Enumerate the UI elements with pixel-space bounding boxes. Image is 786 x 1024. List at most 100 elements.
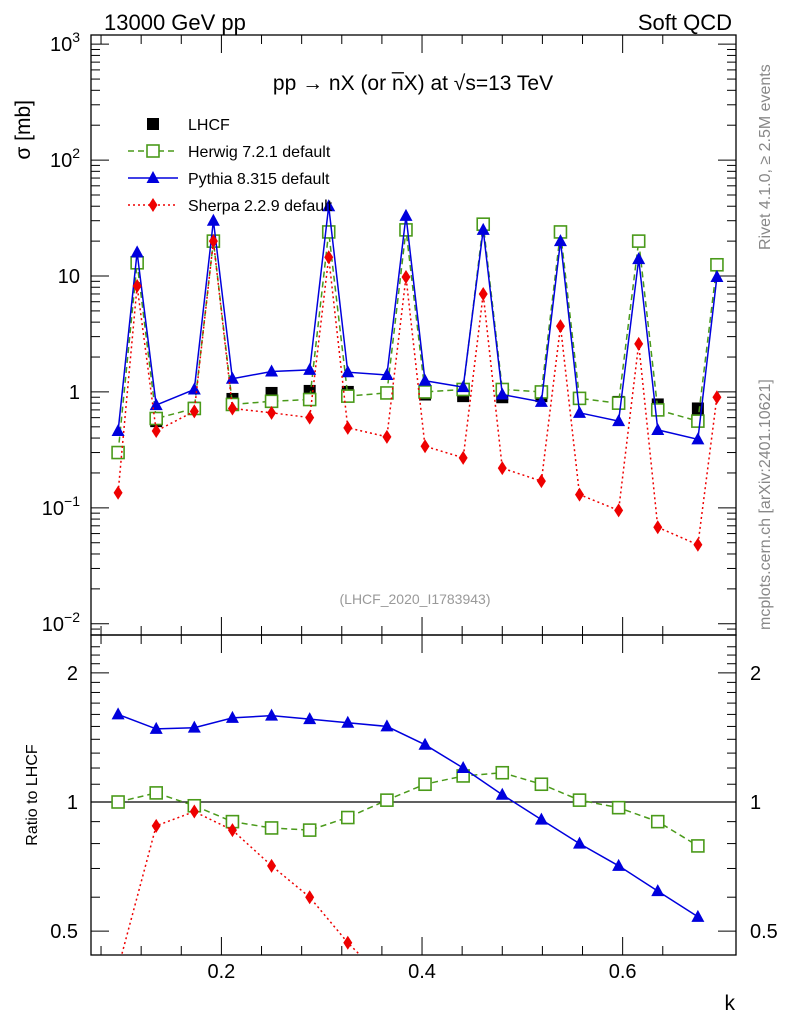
- main-sherpa-point: [712, 390, 722, 405]
- main-y-axis-label: σ [mb]: [12, 100, 35, 160]
- ratio-pythia-point: [187, 720, 201, 733]
- main-y-tick-label: 10−2: [42, 609, 80, 636]
- ratio-sherpa-point: [151, 818, 161, 833]
- legend-pythia-marker: [146, 171, 160, 183]
- main-pythia-point: [534, 394, 548, 407]
- x-tick-label: 0.4: [408, 961, 436, 983]
- main-herwig-point: [650, 403, 665, 417]
- ratio-herwig-point: [495, 765, 510, 780]
- main-pythia-line: [117, 206, 718, 441]
- main-pythia-point: [710, 270, 724, 283]
- ratio-pythia-line: [117, 713, 699, 918]
- main-pythia-point: [399, 208, 413, 221]
- main-y-tick-label: 10−1: [42, 493, 80, 520]
- main-sherpa-line: [117, 241, 718, 546]
- main-herwig-point: [149, 411, 164, 426]
- ratio-series-group: [111, 707, 705, 955]
- ratio-y-tick-label-left: 2: [67, 663, 78, 685]
- main-herwig-point: [418, 385, 432, 399]
- legend-herwig-marker: [146, 144, 160, 158]
- main-herwig-point: [380, 386, 394, 400]
- main-sherpa-point: [478, 286, 488, 301]
- main-pythia-point: [149, 398, 163, 411]
- main-y-tick-label: 10: [58, 266, 80, 288]
- ratio-sherpa-point: [343, 935, 353, 950]
- main-pythia-point: [265, 364, 279, 377]
- main-sherpa-point: [227, 401, 237, 416]
- ratio-y-tick-label-right: 2: [750, 663, 761, 685]
- main-pythia-point: [111, 424, 125, 437]
- ratio-plot-frame: [90, 634, 737, 956]
- main-pythia-point: [553, 234, 567, 247]
- main-pythia-point: [380, 367, 394, 380]
- main-sherpa-point: [382, 429, 392, 444]
- ratio-pythia-point: [495, 787, 509, 800]
- ratio-pythia-point: [265, 708, 279, 721]
- main-pythia-point: [691, 432, 705, 445]
- main-sherpa-point: [132, 279, 142, 294]
- ratio-pythia-point: [380, 719, 394, 732]
- main-herwig-point: [691, 414, 705, 428]
- x-tick-label: 0.6: [609, 961, 637, 983]
- ratio-y-axis-label: Ratio to LHCF: [24, 744, 41, 846]
- ratio-sherpa-point: [267, 858, 277, 873]
- legend-sherpa-label: Sherpa 2.2.9 default: [188, 198, 333, 215]
- main-y-tick-label: 102: [50, 145, 80, 172]
- main-pythia-point: [612, 414, 626, 427]
- main-sherpa-point: [458, 450, 468, 465]
- main-sherpa-point: [420, 439, 430, 454]
- ratio-herwig-point: [611, 800, 626, 815]
- main-herwig-point: [710, 257, 724, 272]
- ratio-herwig-point: [111, 795, 125, 809]
- main-sherpa-point: [536, 474, 546, 489]
- main-sherpa-point: [113, 485, 123, 500]
- main-sherpa-point: [189, 404, 199, 419]
- main-sherpa-point: [208, 234, 218, 249]
- main-pythia-point: [418, 373, 432, 386]
- legend-pythia-label: Pythia 8.315 default: [188, 171, 330, 188]
- main-sherpa-point: [401, 270, 411, 285]
- ratio-y-tick-label-left: 1: [67, 792, 78, 814]
- ratio-pythia-point: [418, 737, 432, 750]
- ratio-pythia-point: [225, 710, 239, 723]
- chart-title: pp → nX (or n̅X) at √s=13 TeV: [273, 72, 553, 95]
- ratio-herwig-point: [691, 839, 705, 853]
- main-pythia-point: [303, 362, 317, 375]
- main-herwig-point: [399, 223, 413, 237]
- main-sherpa-point: [343, 420, 353, 435]
- ratio-pythia-point: [341, 715, 355, 728]
- main-pythia-point: [130, 245, 144, 258]
- ratio-pythia-point: [149, 721, 163, 734]
- ratio-herwig-point: [380, 793, 394, 807]
- legend: LHCF Herwig 7.2.1 default Pythia 8.315 def…: [128, 117, 333, 215]
- main-herwig-point: [111, 445, 125, 460]
- ratio-y-tick-label-left: 0.5: [50, 921, 78, 943]
- header-category-label: Soft QCD: [638, 10, 732, 35]
- main-sherpa-point: [497, 461, 507, 476]
- x-tick-label: 0.2: [207, 961, 235, 983]
- main-sherpa-point: [634, 336, 644, 351]
- ratio-sherpa-point: [305, 890, 315, 905]
- ratio-herwig-point: [650, 814, 665, 829]
- ratio-y-tick-label-right: 1: [750, 792, 761, 814]
- ratio-pythia-point: [303, 712, 317, 725]
- main-pythia-point: [495, 387, 509, 400]
- main-sherpa-point: [653, 520, 663, 535]
- legend-herwig-label: Herwig 7.2.1 default: [188, 144, 331, 161]
- ratio-sherpa-point: [189, 804, 199, 819]
- main-herwig-point: [264, 394, 279, 409]
- main-pythia-point: [322, 199, 336, 212]
- main-sherpa-point: [614, 503, 624, 518]
- main-sherpa-point: [575, 487, 585, 502]
- main-sherpa-point: [267, 405, 277, 420]
- ratio-herwig-point: [340, 810, 355, 825]
- main-herwig-point: [302, 392, 317, 407]
- main-pythia-point: [456, 380, 470, 393]
- main-y-tick-label: 103: [50, 29, 80, 56]
- legend-lhcf-label: LHCF: [188, 117, 230, 134]
- ratio-pythia-point: [111, 707, 125, 720]
- main-pythia-point: [651, 422, 665, 435]
- main-pythia-point: [476, 222, 490, 235]
- main-herwig-point: [340, 389, 355, 403]
- main-herwig-line: [117, 224, 718, 453]
